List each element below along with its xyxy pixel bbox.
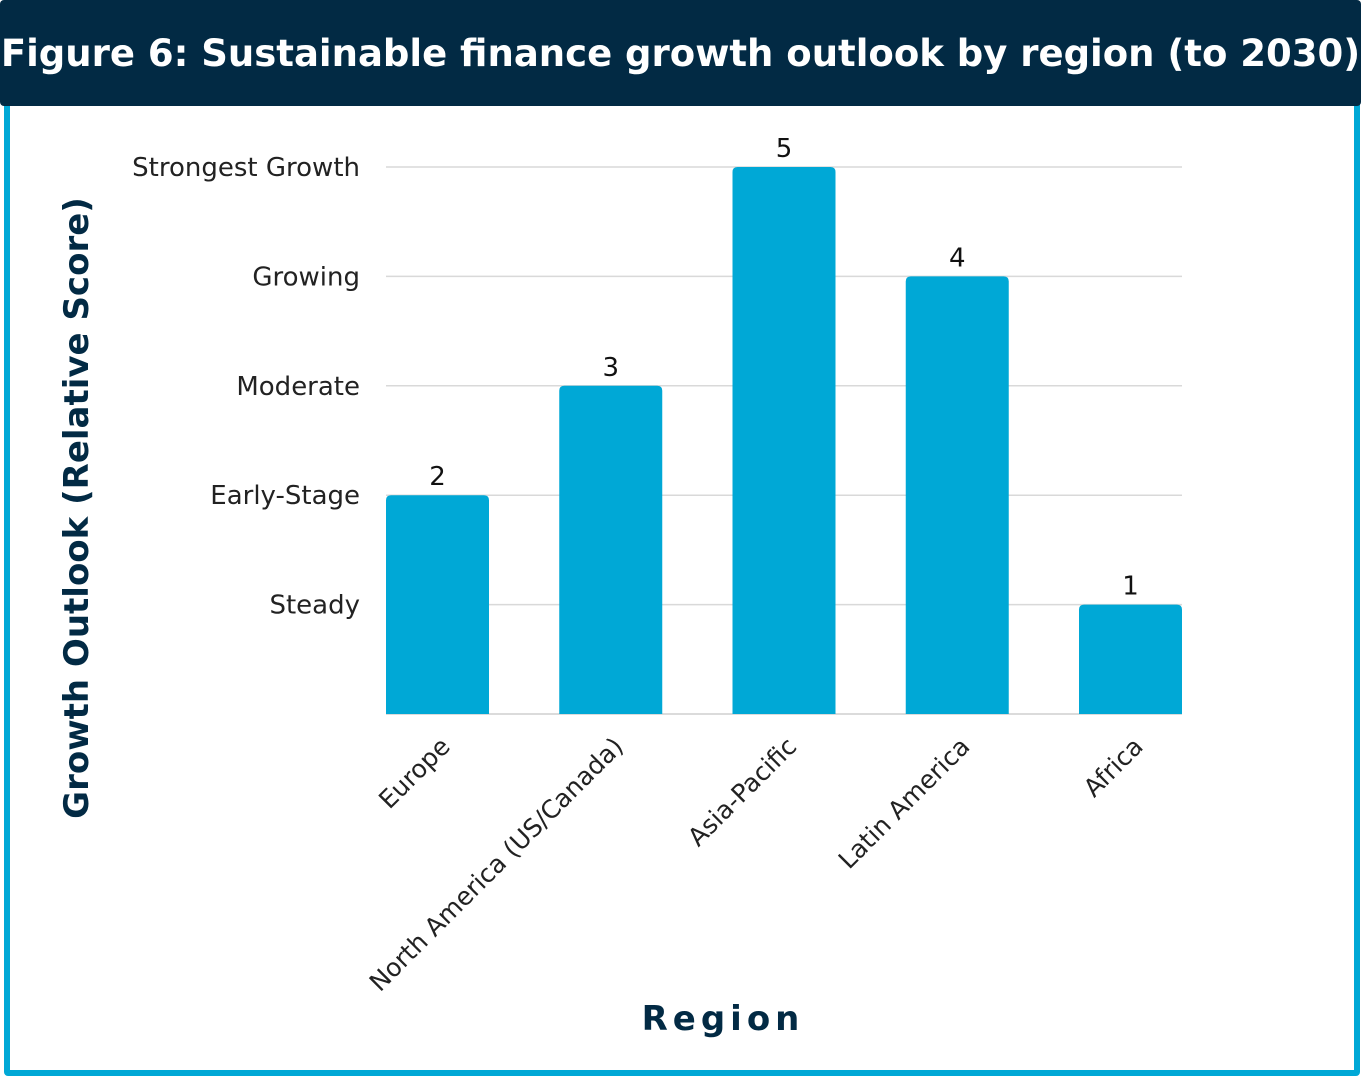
x-tick-label: Latin America: [833, 732, 976, 875]
y-tick-label: Strongest Growth: [132, 153, 360, 183]
bar: [905, 276, 1009, 714]
chart-frame: [4, 4, 1360, 1076]
y-tick-label: Growing: [252, 262, 360, 292]
x-axis-title: Region: [642, 999, 805, 1039]
data-label: 5: [776, 134, 793, 164]
data-labels: 2 3 5 4 1: [429, 134, 1139, 602]
y-tick-label: Moderate: [236, 372, 360, 402]
x-tick-label: Europe: [373, 732, 456, 815]
title-bar: [0, 0, 1361, 106]
bars: [386, 167, 1182, 714]
bar: [1079, 604, 1182, 714]
data-label: 3: [602, 353, 619, 383]
bar: [559, 385, 663, 714]
bar: [386, 495, 489, 714]
y-tick-labels: Steady Early-Stage Moderate Growing Stronges…: [132, 153, 360, 621]
x-tick-label: Asia-Pacific: [682, 732, 802, 852]
data-label: 4: [949, 243, 966, 273]
data-label: 1: [1122, 572, 1139, 602]
x-tick-label: Africa: [1078, 732, 1149, 803]
y-tick-label: Early-Stage: [210, 481, 360, 511]
y-axis-title: Growth Outlook (Relative Score): [57, 197, 97, 819]
bar: [732, 167, 836, 714]
chart-title: Figure 6: Sustainable finance growth out…: [0, 32, 1361, 75]
y-tick-label: Steady: [269, 591, 360, 621]
data-label: 2: [429, 462, 446, 492]
